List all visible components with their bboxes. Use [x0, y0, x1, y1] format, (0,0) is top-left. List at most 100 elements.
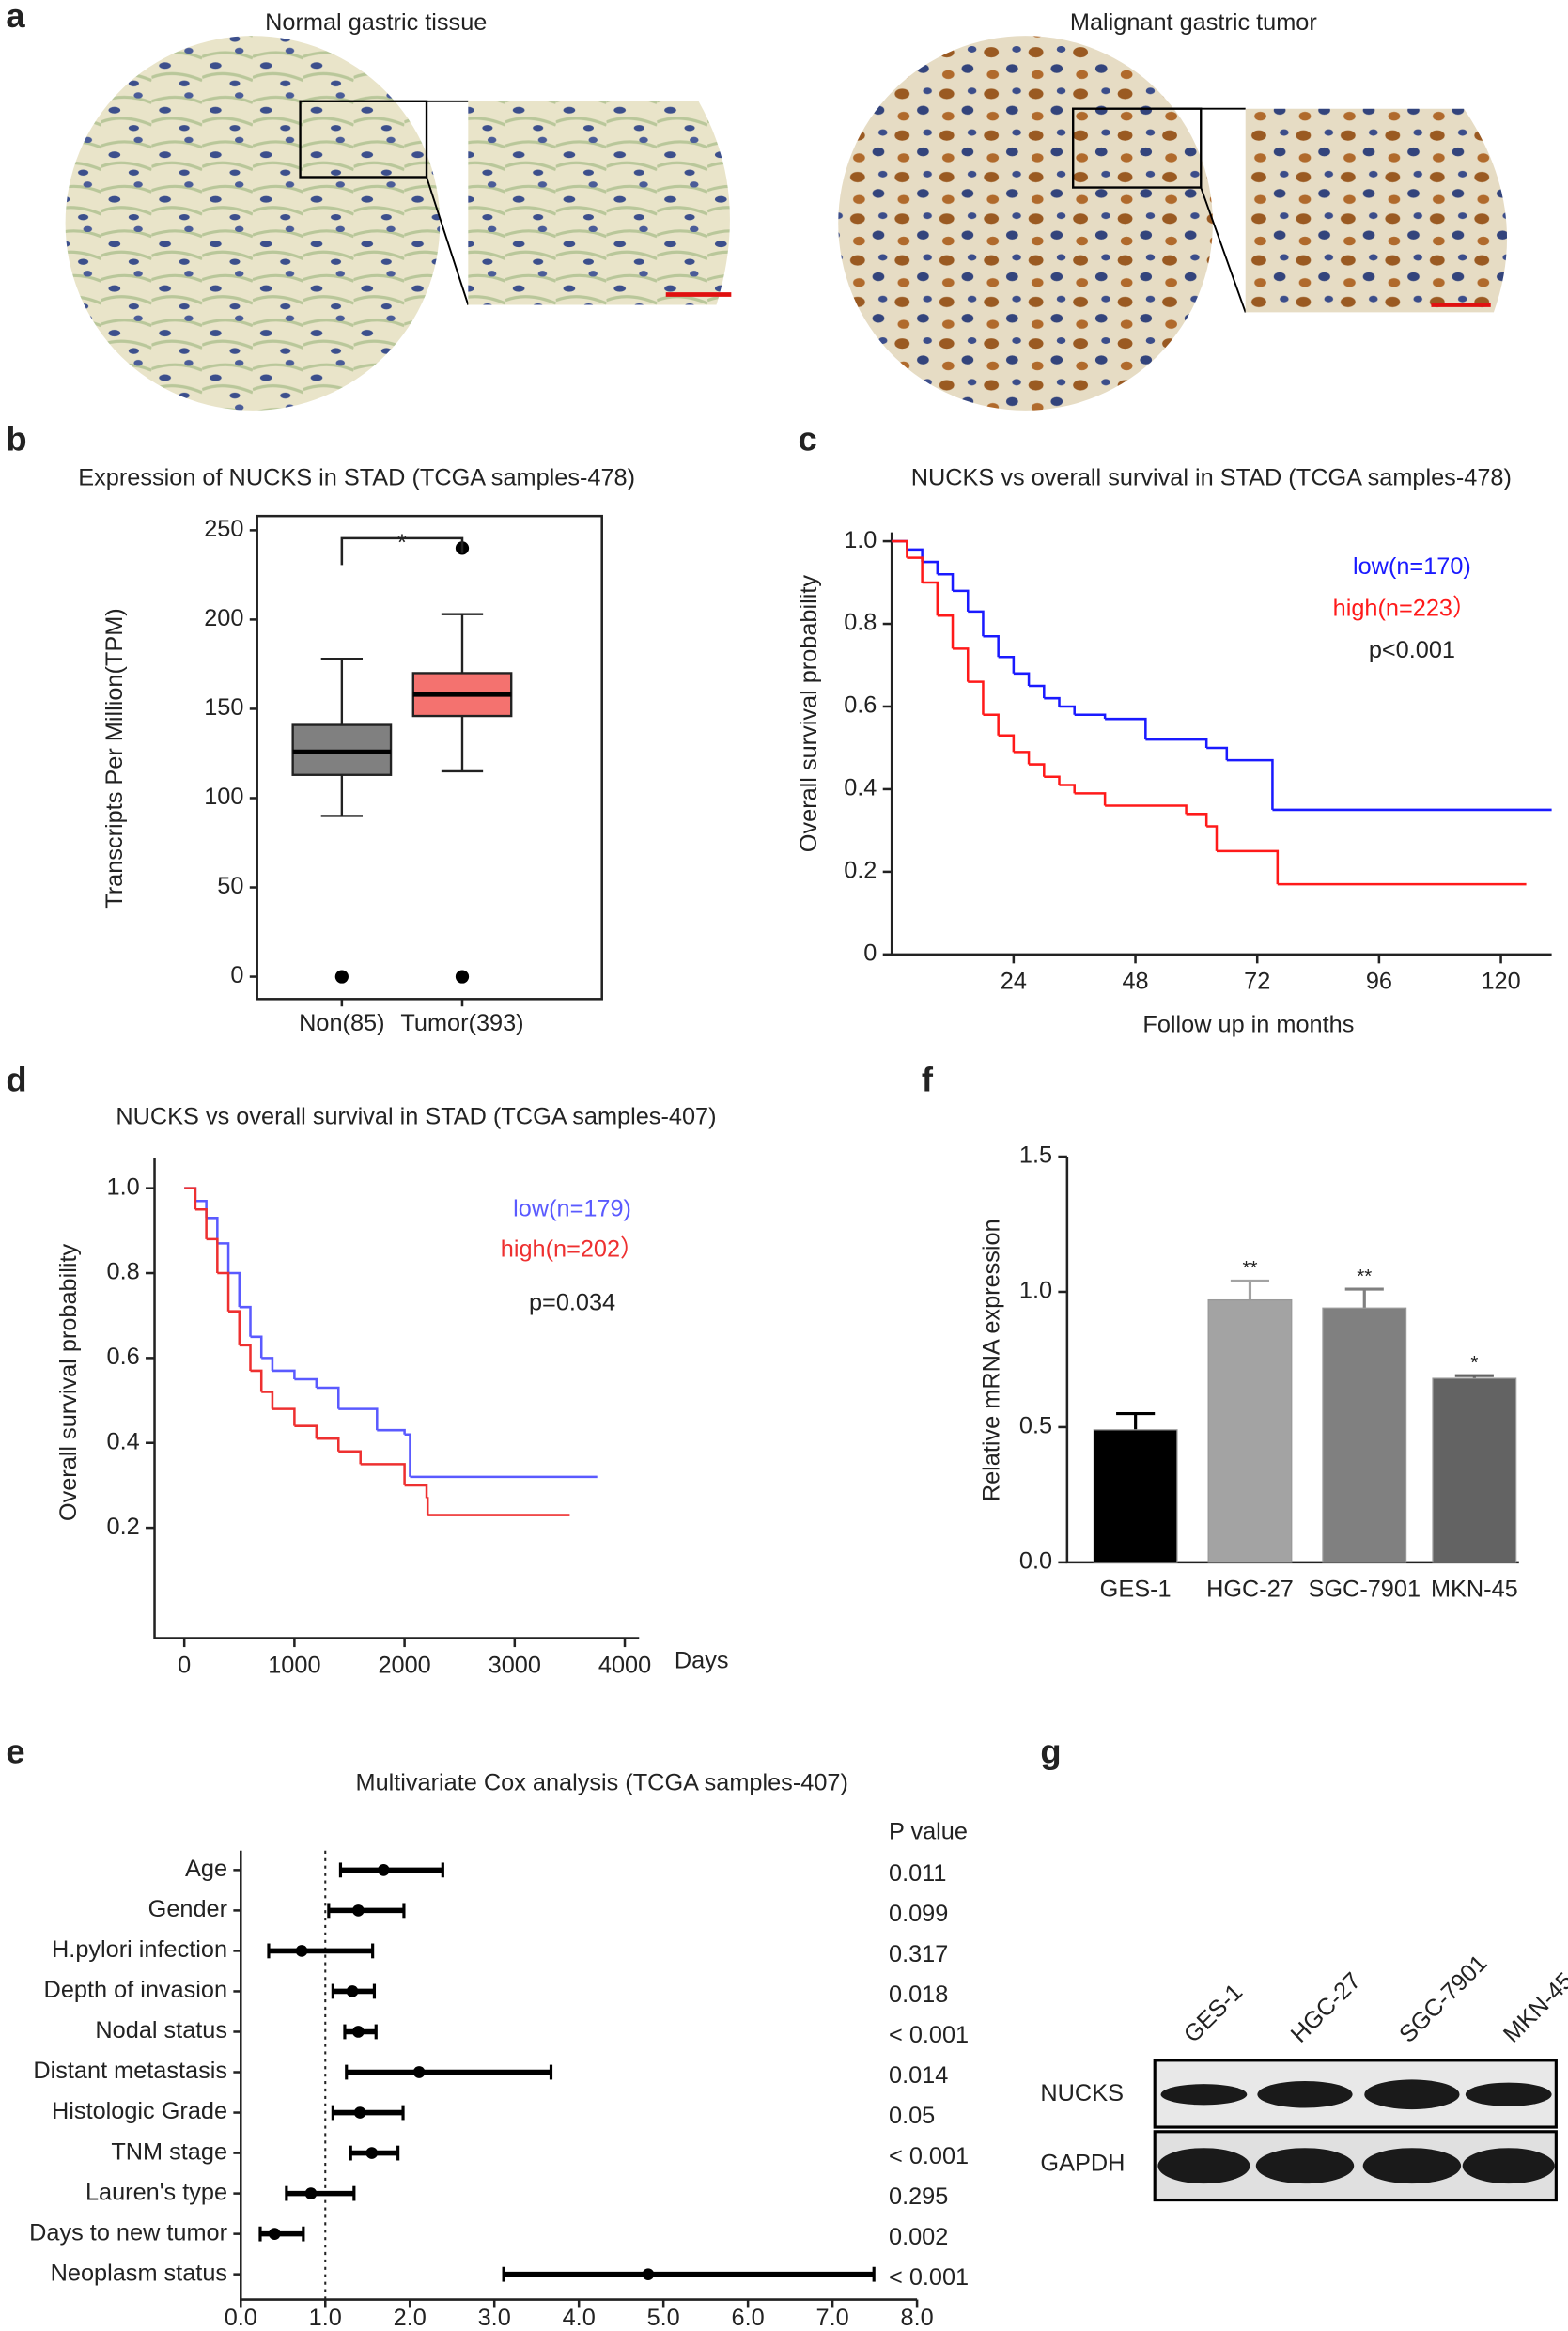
survival-step — [239, 1344, 252, 1371]
zoom-line — [426, 100, 470, 305]
p-value: < 0.001 — [889, 2264, 969, 2291]
y-tick-label: 100 — [204, 784, 243, 810]
survival-step — [892, 539, 908, 558]
p-value: p<0.001 — [1369, 637, 1455, 663]
y-tick-label: 150 — [204, 694, 243, 721]
y-tick-label: 1.0 — [844, 527, 877, 553]
row-label: GAPDH — [1040, 2150, 1125, 2176]
x-tick-label: 2000 — [378, 1652, 430, 1678]
lane-label: SGC-7901 — [1394, 1950, 1492, 2047]
y-tick-label: 0.8 — [844, 610, 877, 636]
estimate — [412, 2066, 426, 2078]
x-tick-label: Tumor(393) — [400, 1010, 523, 1036]
panel-letter: c — [799, 420, 817, 458]
zoom-box — [1072, 107, 1203, 189]
row-label: Histologic Grade — [52, 2098, 227, 2124]
x-tick-label: 24 — [1001, 969, 1027, 995]
y-tick-label: 250 — [204, 516, 243, 542]
y-tick-label: 50 — [217, 873, 243, 899]
y-tick-label: 0 — [863, 940, 877, 967]
row-label: NUCKS — [1040, 2080, 1124, 2106]
y-tick-label: 0.6 — [107, 1344, 140, 1370]
x-tick-label: SGC-7901 — [1309, 1577, 1421, 1603]
survival-step — [983, 713, 1000, 736]
p-value: 0.002 — [889, 2224, 948, 2250]
x-tick-label: 3.0 — [478, 2305, 511, 2331]
survival-step — [272, 1369, 296, 1379]
legend-label: low(n=170) — [1353, 553, 1471, 580]
p-value: < 0.001 — [889, 2022, 969, 2048]
lane-label: HGC-27 — [1286, 1967, 1366, 2047]
survival-step — [968, 610, 985, 637]
survival-step — [261, 1391, 274, 1409]
survival-step — [1145, 738, 1208, 748]
y-tick-label: 0.8 — [107, 1259, 140, 1285]
survival-step — [1186, 813, 1208, 827]
estimate — [304, 2187, 318, 2199]
legend-label: high(n=223） — [1333, 596, 1477, 622]
survival-step — [261, 1357, 274, 1371]
survival-step — [1216, 849, 1280, 885]
x-axis-label: Days — [675, 1648, 729, 1674]
x-tick-label: 3000 — [489, 1652, 541, 1678]
y-tick-label: 1.0 — [1019, 1278, 1052, 1304]
panel-a: a Normal gastric tissue Malignant gastri… — [6, 0, 1508, 411]
y-tick-label: 0.2 — [107, 1514, 140, 1540]
survival-step — [922, 581, 939, 616]
x-axis-label: Follow up in months — [1142, 1011, 1354, 1037]
zoom-line — [1200, 107, 1247, 313]
significance: ** — [1242, 1257, 1257, 1279]
tissue-core — [65, 36, 441, 411]
significance: * — [397, 530, 407, 556]
survival-step — [907, 556, 924, 583]
axes — [240, 1850, 918, 2301]
outlier — [334, 970, 349, 984]
survival-step — [1044, 696, 1061, 707]
legend-label: low(n=179) — [513, 1196, 631, 1222]
survival-step — [217, 1271, 230, 1312]
estimate — [365, 2147, 379, 2159]
survival-step — [360, 1463, 406, 1485]
row-label: Nodal status — [95, 2017, 227, 2044]
survival-step — [922, 560, 939, 575]
x-tick-label: HGC-27 — [1206, 1577, 1294, 1603]
survival-step — [404, 1433, 411, 1477]
row-label: TNM stage — [111, 2138, 227, 2165]
y-axis-label: Transcripts Per Million(TPM) — [101, 608, 128, 909]
survival-step — [250, 1335, 263, 1359]
row-label: Gender — [148, 1896, 227, 1922]
chart-title: Multivariate Cox analysis (TCGA samples-… — [356, 1769, 848, 1795]
survival-step — [206, 1237, 219, 1274]
estimate — [352, 2026, 365, 2038]
survival-step — [998, 655, 1016, 674]
estimate — [378, 1864, 390, 1876]
survival-step — [294, 1377, 318, 1389]
p-value: 0.011 — [889, 1860, 946, 1887]
estimate — [268, 2228, 281, 2240]
survival-step — [272, 1407, 296, 1426]
chart-title: NUCKS vs overall survival in STAD (TCGA … — [116, 1104, 716, 1130]
survival-step — [316, 1437, 340, 1452]
p-value: 0.05 — [889, 2103, 935, 2129]
p-value: 0.317 — [889, 1941, 948, 1967]
x-tick-label: GES-1 — [1100, 1577, 1172, 1603]
survival-step — [338, 1407, 379, 1431]
chart-title: NUCKS vs overall survival in STAD (TCGA … — [911, 464, 1512, 490]
y-tick-label: 1.0 — [107, 1173, 140, 1200]
survival-step — [1029, 763, 1046, 777]
estimate — [353, 2106, 366, 2119]
survival-step — [1105, 804, 1188, 815]
bar — [1093, 1429, 1178, 1563]
panel-letter: b — [6, 420, 26, 458]
survival-step — [1105, 717, 1147, 740]
y-axis-label: Overall survival probability — [55, 1244, 82, 1522]
bar — [1432, 1377, 1517, 1563]
p-value: 0.295 — [889, 2183, 948, 2210]
x-tick-label: 120 — [1481, 969, 1520, 995]
x-tick-label: 4.0 — [563, 2305, 596, 2331]
image-title: Malignant gastric tumor — [1070, 9, 1317, 36]
survival-step — [239, 1305, 252, 1337]
survival-step — [953, 647, 970, 682]
